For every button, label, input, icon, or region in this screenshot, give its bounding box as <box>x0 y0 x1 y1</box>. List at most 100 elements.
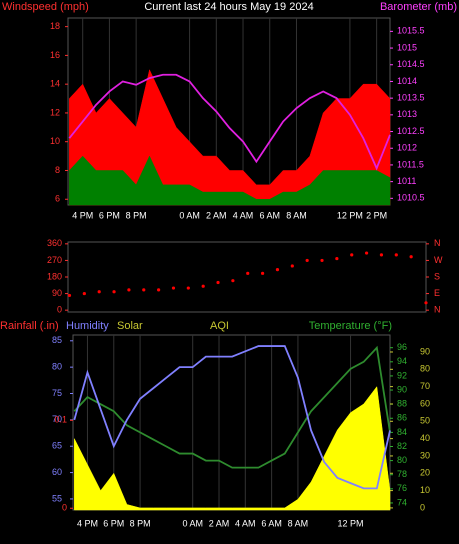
wind-direction-dot <box>290 264 294 268</box>
y-tick-label: 65 <box>52 441 62 451</box>
x-tick-label: 8 PM <box>130 518 151 528</box>
y-tick-label: 1010.5 <box>397 193 425 203</box>
wind-direction-dot <box>305 258 309 263</box>
y-tick-label: 76 <box>397 483 407 493</box>
series-line <box>73 345 391 490</box>
x-tick-label: 8 PM <box>126 210 147 220</box>
y-tick-label: 86 <box>397 413 407 423</box>
y-tick-label: 75 <box>52 388 62 398</box>
y-tick-label: 180 <box>47 271 62 281</box>
y-tick-label: 10 <box>50 136 60 146</box>
y-tick-label: 1015 <box>397 42 417 52</box>
y-tick-label: 1013 <box>397 109 417 119</box>
wind-direction-dot <box>394 253 398 257</box>
y-tick-label: 1014.5 <box>397 59 425 69</box>
y-tick-label: 20 <box>420 468 430 478</box>
wind-direction-dot <box>335 256 339 261</box>
wind-direction-dot <box>67 293 72 298</box>
y-tick-label: 1013.5 <box>397 93 425 103</box>
x-tick-label: 2 AM <box>209 518 230 528</box>
wind-direction-dot <box>186 286 190 290</box>
y-tick-label: 70 <box>52 414 62 424</box>
y-tick-label: N <box>434 238 441 248</box>
y-tick-label: 40 <box>420 433 430 443</box>
y-tick-label: 30 <box>420 450 430 460</box>
wind-direction-dot <box>350 253 354 257</box>
y-tick-label: 10 <box>420 485 430 495</box>
y-tick-label: 50 <box>420 416 430 426</box>
y-tick-label: 1015.5 <box>397 26 425 36</box>
x-tick-label: 4 PM <box>72 210 93 220</box>
y-tick-label: 6 <box>55 194 60 204</box>
wind-direction-dot <box>112 290 116 294</box>
x-tick-label: 0 AM <box>179 210 200 220</box>
series-line <box>68 73 391 171</box>
y-tick-label: 12 <box>50 107 60 117</box>
series-area <box>74 385 391 511</box>
y-tick-label: 8 <box>55 165 60 175</box>
y-tick-label: 360 <box>47 238 62 248</box>
axis-label: Windspeed (mph) <box>2 1 89 13</box>
wind-direction-dot <box>424 301 428 305</box>
wind-direction-dot <box>320 258 324 263</box>
series-line <box>73 345 391 469</box>
y-tick-label: 270 <box>47 255 62 265</box>
wind-direction-dot <box>364 251 369 255</box>
wind-direction-dot <box>246 271 250 275</box>
y-tick-label: 96 <box>397 342 407 352</box>
plot-frame <box>67 241 427 313</box>
y-tick-label: 14 <box>50 79 60 89</box>
wind-direction-dot <box>409 255 413 259</box>
wind-direction-dot <box>142 288 146 292</box>
wind-direction-dot <box>97 290 101 294</box>
y-tick-label: 85 <box>52 335 62 345</box>
x-tick-label: 6 AM <box>259 210 280 220</box>
y-tick-label: 1011 <box>397 176 416 186</box>
x-tick-label: 12 PM <box>338 518 364 528</box>
y-tick-label: N <box>434 305 441 315</box>
y-tick-label: E <box>434 288 440 298</box>
x-tick-label: 4 PM <box>77 518 98 528</box>
y-tick-label: 60 <box>52 467 62 477</box>
y-tick-label: 92 <box>397 370 407 380</box>
y-tick-label: 90 <box>397 384 407 394</box>
x-tick-label: 4 AM <box>233 210 254 220</box>
y-tick-label: 84 <box>397 427 407 437</box>
axis-label: Barometer (mb) <box>380 1 457 13</box>
x-tick-label: 6 AM <box>261 518 282 528</box>
axis-label: Solar <box>117 320 143 332</box>
y-tick-label: 90 <box>52 288 62 298</box>
wind-direction-dot <box>82 291 86 296</box>
x-tick-label: 8 AM <box>286 210 307 220</box>
y-tick-label: 1012 <box>397 143 417 153</box>
wind-direction-dot <box>127 288 131 292</box>
wind-direction-dot <box>157 288 161 292</box>
x-tick-label: 2 PM <box>366 210 387 220</box>
wind-direction-dot <box>171 286 176 290</box>
y-tick-label: 0 <box>420 502 425 512</box>
wind-direction-dot <box>216 280 220 285</box>
y-tick-label: 88 <box>397 399 407 409</box>
wind-direction-dot <box>260 271 265 275</box>
y-tick-label: 0 <box>62 503 67 513</box>
axis-label: Temperature (°F) <box>309 320 392 332</box>
y-tick-label: 16 <box>50 50 60 60</box>
y-tick-label: 70 <box>420 381 430 391</box>
y-tick-label: 90 <box>420 346 430 356</box>
y-tick-label: 1012.5 <box>397 126 425 136</box>
y-tick-label: 80 <box>420 364 430 374</box>
y-tick-label: 1011.5 <box>397 159 424 169</box>
y-tick-label: 55 <box>52 493 62 503</box>
y-tick-label: 18 <box>50 21 60 31</box>
y-tick-label: 1014 <box>397 76 417 86</box>
x-tick-label: 6 PM <box>99 210 120 220</box>
wind-direction-dot <box>275 268 280 272</box>
x-tick-label: 6 PM <box>103 518 124 528</box>
x-tick-label: 12 PM <box>337 210 363 220</box>
wind-direction-dot <box>379 253 384 257</box>
y-tick-label: 82 <box>397 441 407 451</box>
series-area <box>69 155 391 206</box>
x-tick-label: 8 AM <box>288 518 309 528</box>
